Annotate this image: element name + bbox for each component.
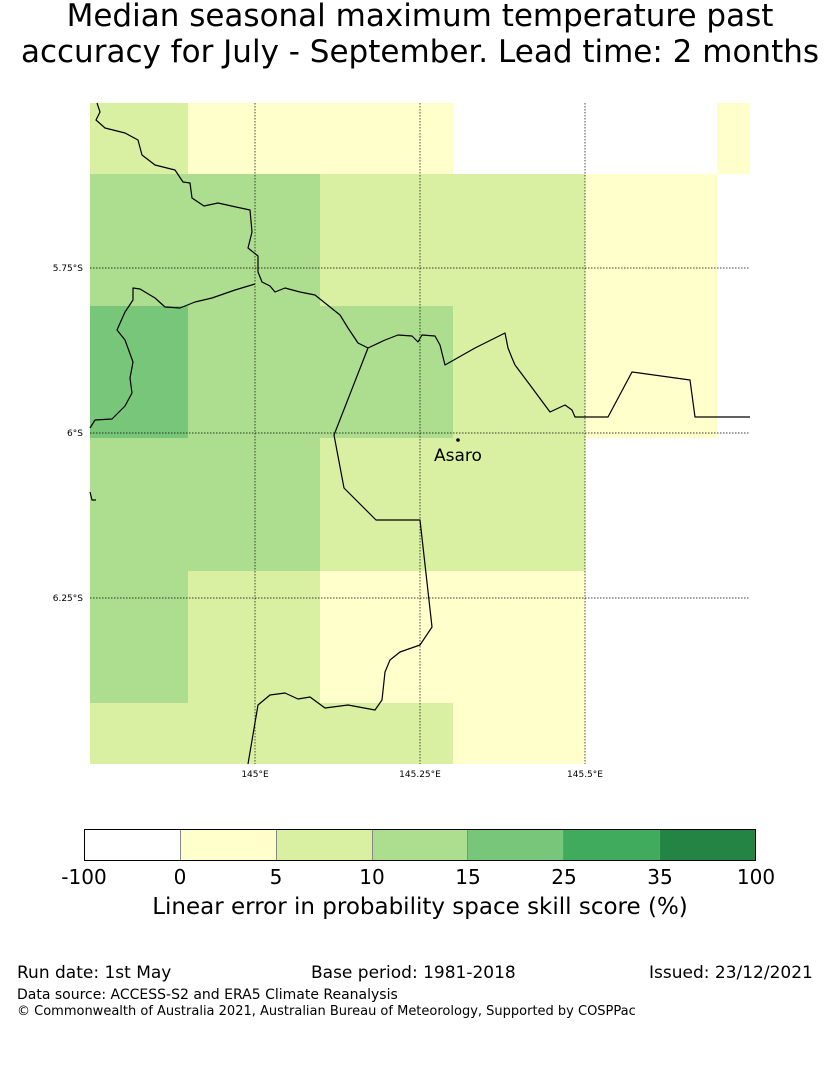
latitude-labels: 5.75°S 6°S 6.25°S bbox=[53, 264, 84, 604]
asaro-label: Asaro bbox=[434, 446, 482, 466]
colorbar-tick-label: 10 bbox=[359, 865, 385, 889]
gridlines bbox=[90, 103, 750, 764]
colorbar-segment-3 bbox=[276, 830, 373, 860]
lat-label-5-75s: 5.75°S bbox=[53, 264, 84, 274]
run-date: Run date: 1st May bbox=[17, 963, 172, 983]
colorbar-tick-label: 0 bbox=[173, 865, 187, 889]
boundary-lines bbox=[89, 102, 750, 765]
data-source: Data source: ACCESS-S2 and ERA5 Climate … bbox=[17, 987, 398, 1003]
skill-grid bbox=[90, 103, 750, 764]
colorbar-tick-label: 5 bbox=[269, 865, 283, 889]
issued-date: Issued: 23/12/2021 bbox=[649, 963, 813, 983]
colorbar-segment-5 bbox=[468, 830, 565, 860]
lon-label-145-5e: 145.5°E bbox=[567, 770, 603, 780]
lat-label-6-25s: 6.25°S bbox=[53, 594, 84, 604]
colorbar-segment-7 bbox=[660, 830, 756, 860]
asaro-point bbox=[456, 438, 460, 442]
colorbar-tick-label: 25 bbox=[551, 865, 577, 889]
lat-label-6s: 6°S bbox=[67, 429, 83, 439]
lon-label-145-25e: 145.25°E bbox=[399, 770, 441, 780]
longitude-labels: 145°E 145.25°E 145.5°E bbox=[241, 770, 603, 780]
colorbar-segment-4 bbox=[372, 830, 469, 860]
colorbar bbox=[84, 829, 756, 861]
base-period: Base period: 1981-2018 bbox=[311, 963, 516, 983]
copyright: © Commonwealth of Australia 2021, Austra… bbox=[17, 1004, 636, 1019]
colorbar-segment-6 bbox=[564, 830, 661, 860]
colorbar-tick-label: 100 bbox=[736, 865, 776, 889]
map: Asaro 5.75°S 6°S 6.25°S 145°E 145.25°E 1… bbox=[53, 102, 750, 780]
colorbar-segment-1 bbox=[85, 830, 181, 860]
colorbar-tick-label: 35 bbox=[647, 865, 673, 889]
lon-label-145e: 145°E bbox=[241, 770, 269, 780]
colorbar-label: Linear error in probability space skill … bbox=[152, 894, 688, 920]
colorbar-segment-2 bbox=[180, 830, 277, 860]
colorbar-tick-label: -100 bbox=[61, 865, 107, 889]
colorbar-tick-label: 15 bbox=[455, 865, 481, 889]
chart-title-line-2: accuracy for July - September. Lead time… bbox=[20, 34, 820, 70]
asaro-marker: Asaro bbox=[434, 438, 482, 466]
chart-title-line-1: Median seasonal maximum temperature past bbox=[66, 0, 774, 34]
